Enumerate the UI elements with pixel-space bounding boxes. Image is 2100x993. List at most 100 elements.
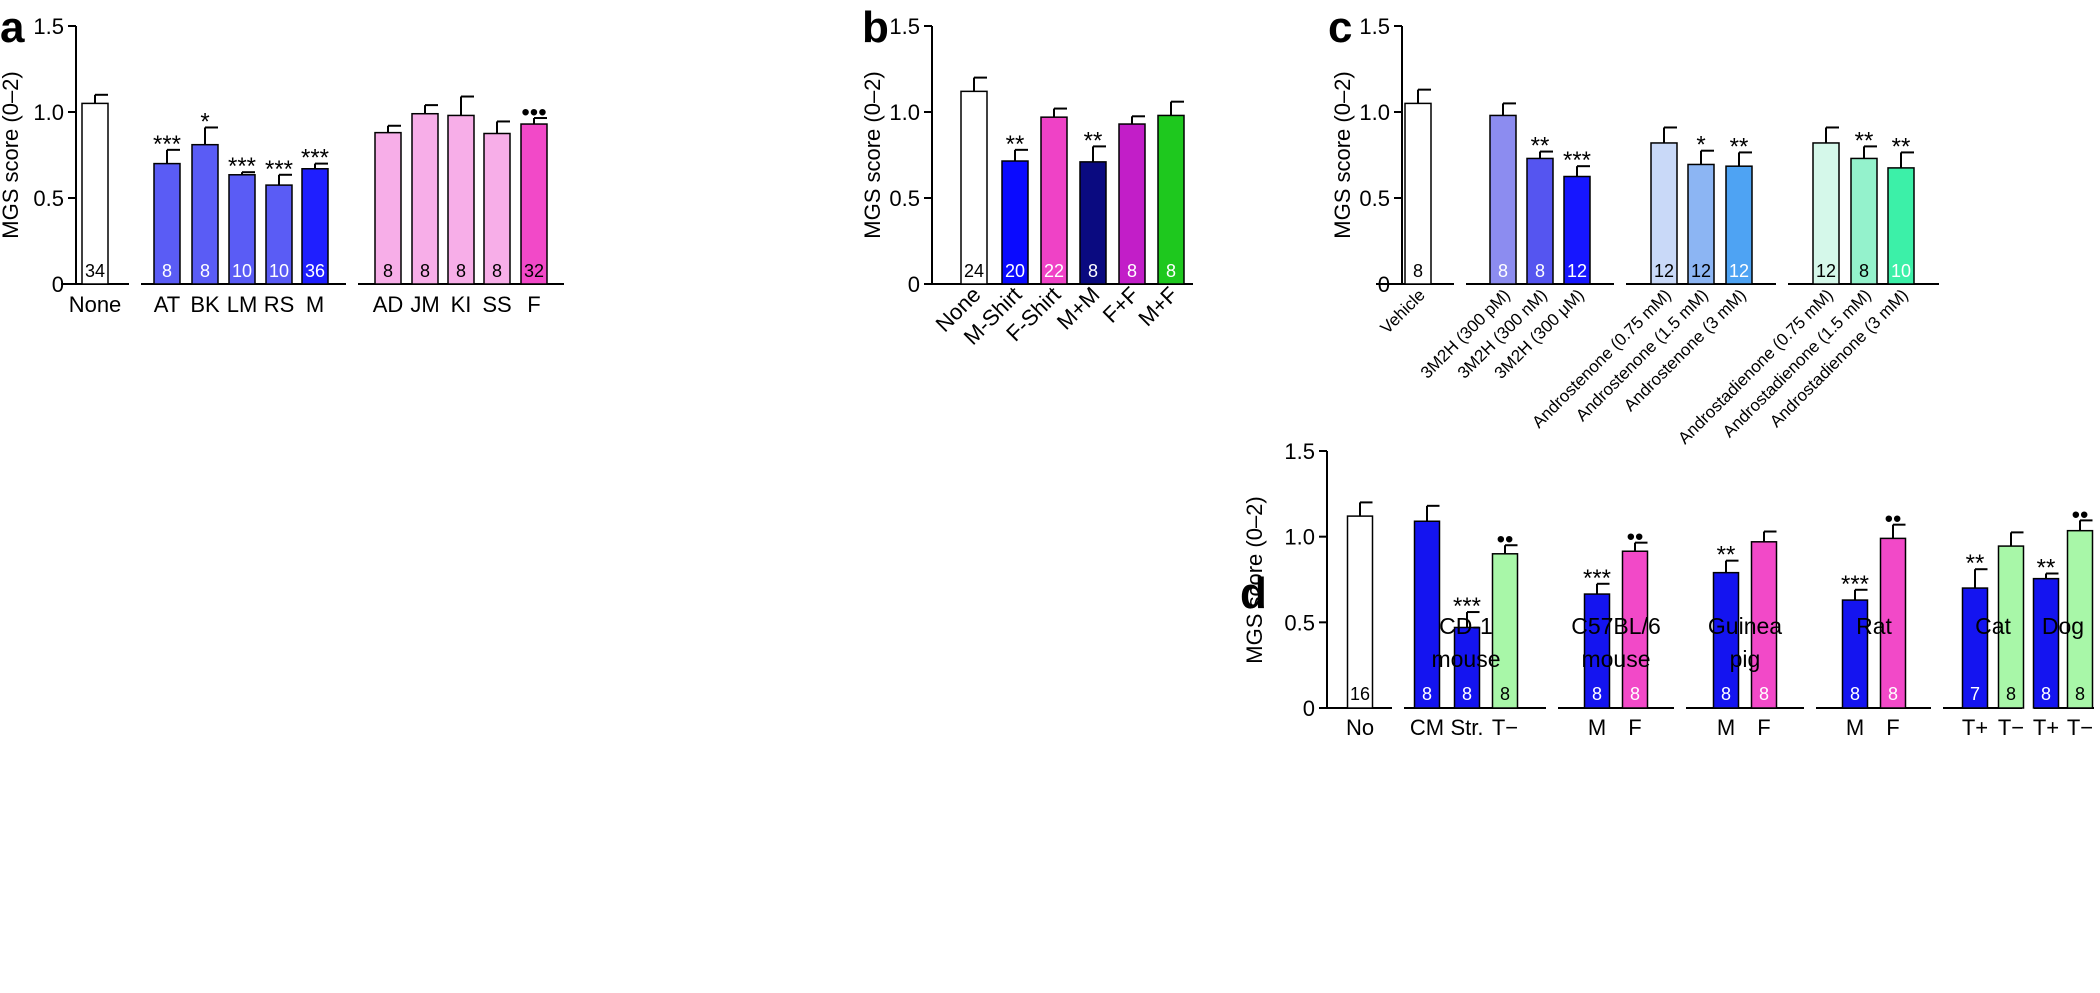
y-tick-label: 0.5 [1284,610,1315,635]
bar [447,114,475,285]
bar [2032,577,2060,709]
significance-marker: •• [2072,501,2089,528]
n-label: 10 [232,261,252,281]
n-label: 12 [1691,261,1711,281]
significance-marker: ** [1531,133,1550,160]
y-tick-label: 0 [52,272,64,297]
category-label: KI [451,292,472,317]
n-label: 8 [1127,261,1137,281]
panel-d-letter: d [1240,569,1267,618]
bar [265,184,293,285]
n-label: 8 [1422,684,1432,704]
panel-d-bars: 0 0.5 1.0 1.5 MGS score (0–2) 16 No 8 CM 8 *** Str.… [1242,439,2094,740]
bar [1850,157,1878,285]
n-label: 8 [200,261,210,281]
bar [1687,163,1715,285]
category-label: RS [264,292,295,317]
bar [153,162,181,285]
n-label: 8 [456,261,466,281]
category-label: M [1846,715,1864,740]
y-tick-label: 1.5 [889,14,920,39]
category-label: Str. [1450,715,1483,740]
n-label: 8 [1759,684,1769,704]
bar [1453,626,1481,709]
category-label: JM [410,292,439,317]
bar [1621,550,1649,709]
bar [411,112,439,285]
category-label: M [1717,715,1735,740]
n-label: 8 [1592,684,1602,704]
n-label: 20 [1005,261,1025,281]
category-label: T+ [1962,715,1988,740]
significance-marker: •• [1497,526,1514,553]
category-label: M [1588,715,1606,740]
category-label: AT [154,292,180,317]
category-label: T− [1998,715,2024,740]
bar [1079,161,1107,285]
bar [1712,571,1740,709]
group-label: Cat [1975,613,2011,639]
n-label: 8 [1630,684,1640,704]
panel-d-chart: d 0 0.5 1.0 1.5 MGS score (0–2) 16 No 8 CM 8 *** St… [1240,439,2094,740]
significance-marker: ** [2037,555,2056,582]
n-label: 8 [1859,261,1869,281]
bar [301,168,329,285]
n-label: 8 [2006,684,2016,704]
bar [2066,529,2094,709]
n-label: 12 [1567,261,1587,281]
bar [191,143,219,285]
significance-marker: ** [1892,133,1911,160]
panel-c-letter: c [1328,3,1352,52]
n-label: 8 [1088,261,1098,281]
panel-b-letter: b [862,3,889,52]
group-label-line1: C57BL/6 [1571,613,1661,639]
group-label-line2: mouse [1581,646,1650,672]
y-axis-label: MGS score (0–2) [860,71,885,239]
y-tick-label: 1.0 [1359,100,1390,125]
group-label-line2: mouse [1431,646,1500,672]
significance-marker: *** [1453,593,1481,620]
bar [1040,116,1068,285]
y-tick-label: 1.0 [889,100,920,125]
group-label-line1: Guinea [1708,613,1782,639]
n-label: 8 [420,261,430,281]
n-label: 34 [85,261,105,281]
bar [1997,545,2025,709]
significance-marker: ••• [521,99,546,126]
bar [1841,599,1869,709]
bar [1750,541,1778,709]
n-label: 10 [1891,261,1911,281]
n-label: 8 [492,261,502,281]
y-tick-label: 0.5 [1359,186,1390,211]
bar [81,102,109,285]
bar [1346,515,1374,709]
n-label: 8 [1500,684,1510,704]
panel-a-letter: a [0,3,25,52]
y-tick-label: 1.0 [33,100,64,125]
y-axis-label: MGS score (0–2) [1330,71,1355,239]
y-tick-label: 0.5 [889,186,920,211]
bar [520,123,548,285]
group-label: Rat [1856,613,1892,639]
n-label: 12 [1816,261,1836,281]
panel-a-bars: 0 0.5 1.0 1.5 MGS score (0–2) 34 None 8 *** AT 8 * B… [0,14,564,317]
n-label: 12 [1729,261,1749,281]
significance-marker: *** [1841,571,1869,598]
significance-marker: ** [1717,542,1736,569]
bar [483,132,511,285]
significance-marker: *** [153,131,181,158]
bar [1887,167,1915,285]
n-label: 22 [1044,261,1064,281]
bar [1812,142,1840,285]
bar [1961,587,1989,709]
category-label: BK [190,292,220,317]
category-label: Androstenone (0.75 mM) [1528,285,1674,431]
n-label: 10 [269,261,289,281]
significance-marker: •• [1885,506,1902,533]
significance-marker: •• [1627,524,1644,551]
n-label: 16 [1350,684,1370,704]
